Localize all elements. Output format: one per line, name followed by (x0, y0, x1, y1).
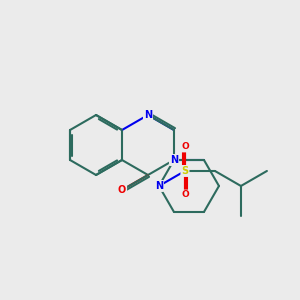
Text: S: S (182, 166, 188, 176)
Text: N: N (170, 155, 178, 165)
Text: N: N (144, 110, 152, 120)
Text: O: O (181, 190, 189, 200)
Text: N: N (155, 181, 163, 191)
Text: O: O (118, 185, 126, 195)
Text: O: O (181, 142, 189, 152)
